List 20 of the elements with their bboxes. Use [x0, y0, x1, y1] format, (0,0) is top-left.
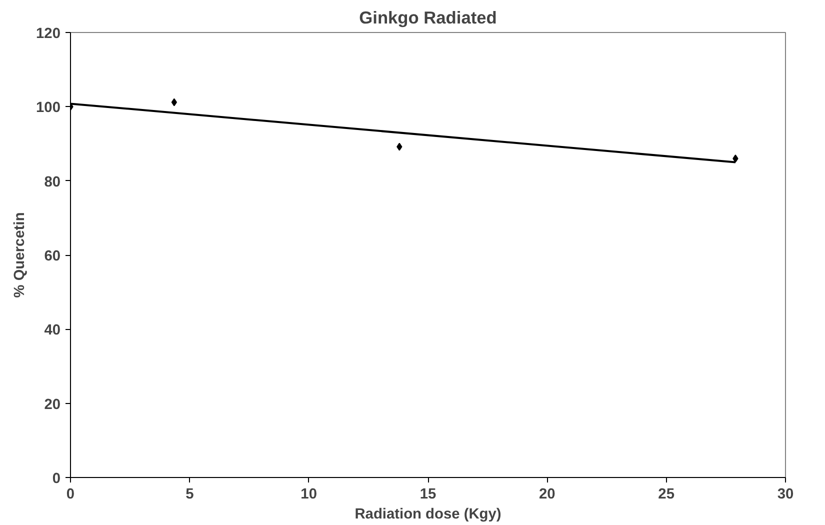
x-tick-label: 20 [539, 486, 556, 502]
x-tick-label: 15 [420, 486, 436, 502]
y-tick-label: 120 [36, 26, 61, 42]
y-tick-label: 100 [36, 100, 61, 116]
y-tick-label: 80 [44, 174, 61, 190]
y-tick-label: 0 [52, 471, 61, 487]
chart-title: Ginkgo Radiated [359, 8, 497, 28]
point [732, 154, 738, 163]
point [396, 142, 402, 151]
x-tick-label: 5 [186, 486, 194, 502]
y-tick-label: 60 [44, 248, 61, 264]
x-axis-title: Radiation dose (Kgy) [354, 506, 502, 522]
x-tick-label: 25 [658, 486, 674, 502]
point [171, 98, 178, 106]
x-tick-label: 0 [66, 486, 75, 502]
x-tick-label: 30 [777, 486, 794, 502]
y-tick-label: 40 [44, 322, 61, 339]
x-tick-label: 10 [300, 486, 317, 502]
y-tick-label: 20 [44, 396, 61, 413]
y-axis-title: % Quercetin [12, 212, 28, 298]
